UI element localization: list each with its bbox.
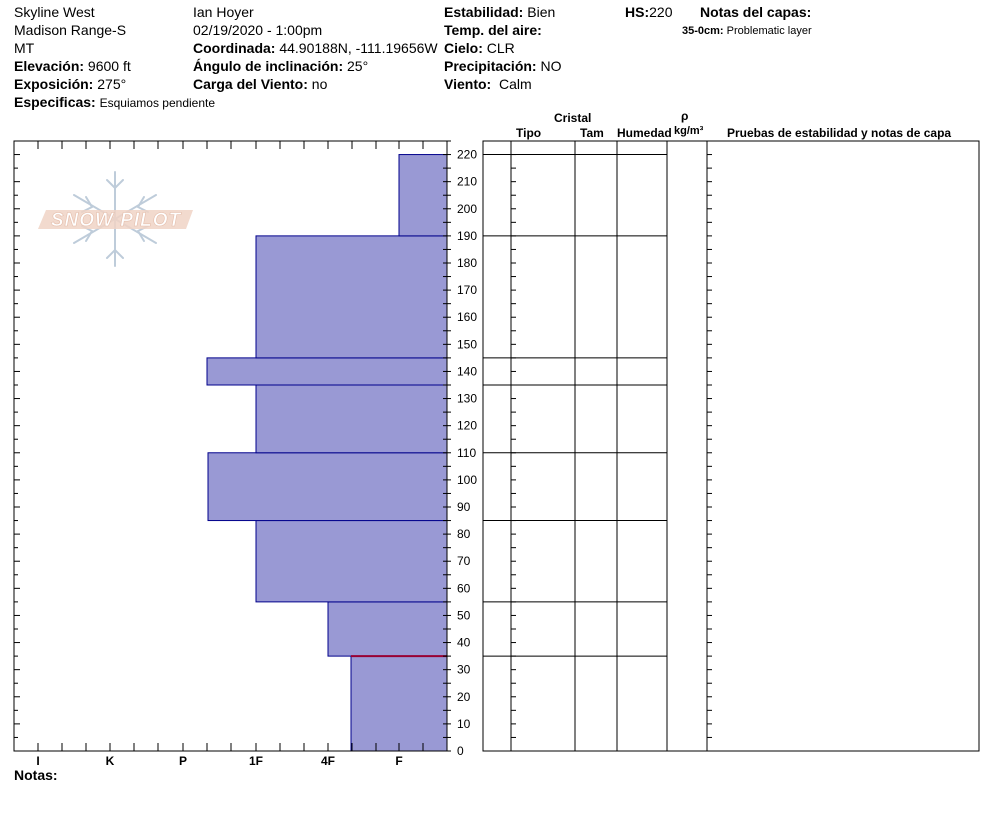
wind-loading-label: Carga del Viento: xyxy=(193,76,308,92)
wind-loading-value: no xyxy=(311,76,328,92)
layer-bar xyxy=(207,452,448,522)
depth-tick-label: 40 xyxy=(457,636,471,650)
snow-height-value: 220 xyxy=(649,4,673,20)
crystal-grid-frame xyxy=(482,140,980,752)
layer-bar xyxy=(327,601,448,657)
layer-bar xyxy=(255,235,448,359)
coordinates: Coordinada: 44.90188N, -111.19656W xyxy=(193,40,438,56)
hardness-tick-label: 4F xyxy=(321,754,335,768)
state: MT xyxy=(14,40,35,56)
aspect-value: 275° xyxy=(97,76,127,92)
air-temperature: Temp. del aire: xyxy=(444,22,542,38)
hardness-tick-label: P xyxy=(179,754,187,768)
sky-label: Cielo: xyxy=(444,40,483,56)
sky: Cielo: CLR xyxy=(444,40,515,56)
depth-tick-label: 170 xyxy=(457,283,477,297)
layer-note: 35-0cm: Problematic layer xyxy=(682,23,812,39)
profile-grid xyxy=(13,140,980,752)
observation-datetime: 02/19/2020 - 1:00pm xyxy=(193,22,323,38)
stability-label: Estabilidad: xyxy=(444,4,524,20)
depth-tick-label: 20 xyxy=(457,690,471,704)
coordinates-label: Coordinada: xyxy=(193,40,276,56)
hardness-tick-label: F xyxy=(395,754,402,768)
specifics-value: Esquiamos pendiente xyxy=(99,96,216,110)
density-unit-header: kg/m³ xyxy=(674,125,704,137)
coordinates-value: 44.90188N, -111.19656W xyxy=(279,40,438,56)
depth-tick-label: 70 xyxy=(457,554,471,568)
depth-tick-label: 180 xyxy=(457,256,477,270)
hardness-tick-label: 1F xyxy=(249,754,263,768)
layer-note-text: Problematic layer xyxy=(726,25,812,37)
elevation-value: 9600 ft xyxy=(87,58,131,74)
depth-tick-label: 140 xyxy=(457,364,477,378)
precipitation-label: Precipitación: xyxy=(444,58,537,74)
stability: Estabilidad: Bien xyxy=(444,4,555,20)
tick-labels: 0 10 20 30 40 50 60 70 80 90 100 110 120 130 140 150 160… xyxy=(36,148,477,768)
snow-height: HS:220 xyxy=(625,4,672,20)
depth-tick-label: 130 xyxy=(457,392,477,406)
size-header: Tam xyxy=(580,126,604,140)
depth-tick-label: 120 xyxy=(457,419,477,433)
layer-note-depth: 35-0cm: xyxy=(682,25,724,37)
depth-tick-label: 0 xyxy=(457,744,464,758)
layer-bar xyxy=(398,154,448,237)
wind: Viento: Calm xyxy=(444,76,532,92)
type-header: Tipo xyxy=(516,126,542,140)
tests-header: Pruebas de estabilidad y notas de capa xyxy=(727,126,952,140)
depth-tick-label: 110 xyxy=(457,446,476,460)
depth-tick-label: 90 xyxy=(457,500,471,514)
precipitation: Precipitación: NO xyxy=(444,58,561,74)
depth-tick-label: 150 xyxy=(457,337,477,351)
depth-tick-label: 220 xyxy=(457,148,477,162)
elevation: Elevación: 9600 ft xyxy=(14,58,131,74)
hardness-tick-label: K xyxy=(106,754,115,768)
wind-value: Calm xyxy=(498,76,532,92)
logo-text: SNOW PILOT xyxy=(51,210,182,231)
stability-value: Bien xyxy=(527,4,556,20)
wind-label: Viento: xyxy=(444,76,492,92)
logo-banner xyxy=(38,210,193,229)
depth-tick-label: 200 xyxy=(457,202,477,216)
depth-tick-label: 10 xyxy=(457,717,471,731)
specifics: Especificas: Esquiamos pendiente xyxy=(14,94,215,111)
observer-name: Ian Hoyer xyxy=(193,4,254,20)
depth-tick-label: 30 xyxy=(457,663,471,677)
moisture-header: Humedad xyxy=(617,126,672,140)
air-temperature-label: Temp. del aire: xyxy=(444,22,542,38)
depth-tick-label: 60 xyxy=(457,581,471,595)
slope-angle: Ángulo de inclinación: 25° xyxy=(193,58,368,74)
layer-bars xyxy=(206,154,448,752)
snowpilot-logo: SNOW PILOT xyxy=(38,171,193,267)
snow-height-label: HS: xyxy=(625,4,650,20)
depth-tick-label: 190 xyxy=(457,229,477,243)
slope-angle-label: Ángulo de inclinación: xyxy=(193,58,344,74)
location-name: Skyline West xyxy=(14,4,95,20)
layer-bar xyxy=(350,655,448,752)
slope-angle-value: 25° xyxy=(347,58,369,74)
elevation-label: Elevación: xyxy=(14,58,85,74)
layer-notes-title: Notas del capas: xyxy=(700,4,812,20)
depth-tick-label: 100 xyxy=(457,473,477,487)
notes-label: Notas: xyxy=(14,767,58,783)
crystal-header: Cristal xyxy=(554,111,592,125)
depth-tick-label: 160 xyxy=(457,310,477,324)
sky-value: CLR xyxy=(486,40,515,56)
specifics-label: Especificas: xyxy=(14,94,96,110)
mountain-range: Madison Range-S xyxy=(14,22,127,38)
layer-bar xyxy=(255,384,448,454)
hardness-tick-label: I xyxy=(36,754,39,768)
depth-tick-label: 50 xyxy=(457,608,471,622)
precipitation-value: NO xyxy=(540,58,562,74)
depth-tick-label: 80 xyxy=(457,527,471,541)
aspect-label: Exposición: xyxy=(14,76,94,92)
layer-bar xyxy=(255,520,448,603)
layer-bar xyxy=(206,357,448,386)
depth-tick-label: 210 xyxy=(457,175,477,189)
wind-loading: Carga del Viento: no xyxy=(193,76,327,92)
aspect: Exposición: 275° xyxy=(14,76,126,92)
rho-header: ρ xyxy=(681,109,689,123)
